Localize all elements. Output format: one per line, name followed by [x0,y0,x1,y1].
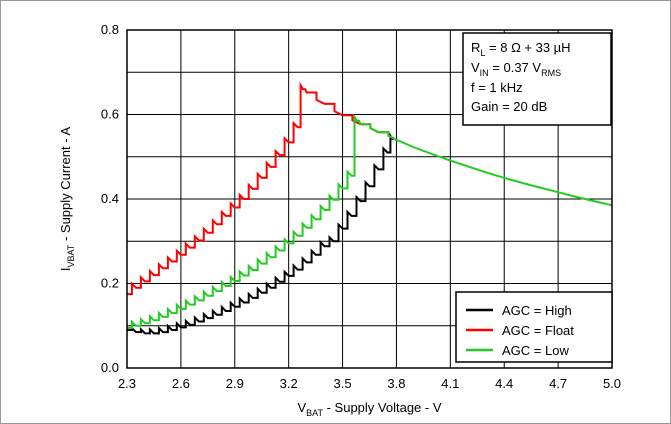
y-tick-label: 0.4 [101,191,119,206]
x-tick-label: 2.9 [226,376,244,391]
y-tick-label: 0.2 [101,276,119,291]
y-axis-title-sub: VBAT [66,244,76,267]
y-axis-title-main: I [58,268,73,272]
condition-annotation: RL = 8 Ω + 33 µH VIN = 0.37 VRMS f = 1 k… [462,32,612,126]
annotation-line-4: Gain = 20 dB [471,99,547,114]
x-tick-label: 5.0 [603,376,621,391]
x-tick-label: 3.2 [280,376,298,391]
series-layer [127,81,613,335]
y-axis-title-rest: - Supply Current - A [58,127,73,245]
x-tick-label: 4.1 [441,376,459,391]
y-tick-label: 0.6 [101,107,119,122]
annotation-box [462,32,612,126]
legend-label: AGC = High [502,303,572,318]
legend: AGC = High AGC = Float AGC = Low [455,291,613,363]
annotation-line-1: RL = 8 Ω + 33 µH [471,40,571,58]
x-tick-label: 3.8 [387,376,405,391]
plot-frame [126,29,613,369]
legend-items: AGC = High AGC = Float AGC = Low [466,303,574,358]
x-tick-label: 4.4 [495,376,513,391]
series-line [127,132,394,335]
x-tick-labels: 2.3 2.6 2.9 3.2 3.5 3.8 4.1 4.4 4.7 5.0 [118,376,621,391]
x-tick-label: 2.6 [172,376,190,391]
annotation-line-3: f = 1 kHz [471,80,523,95]
x-axis-title-rest: - Supply Voltage - V [323,400,442,415]
x-axis-title-main: V [297,400,306,415]
x-tick-label: 3.5 [334,376,352,391]
y-tick-label: 0.0 [101,360,119,375]
x-axis-title-sub: BAT [306,408,323,418]
legend-label: AGC = Float [502,323,574,338]
series-line [127,81,397,296]
y-tick-label: 0.8 [101,22,119,37]
x-axis-title: VBAT - Supply Voltage - V [297,400,441,418]
y-axis-title: IVBAT - Supply Current - A [58,127,76,272]
legend-label: AGC = Low [502,343,569,358]
legend-box [455,291,613,363]
annotation-line-2: VIN = 0.37 VRMS [471,60,561,78]
series-line [127,113,613,329]
y-tick-labels: 0.0 0.2 0.4 0.6 0.8 [101,22,119,375]
x-tick-label: 2.3 [118,376,136,391]
x-tick-label: 4.7 [549,376,567,391]
